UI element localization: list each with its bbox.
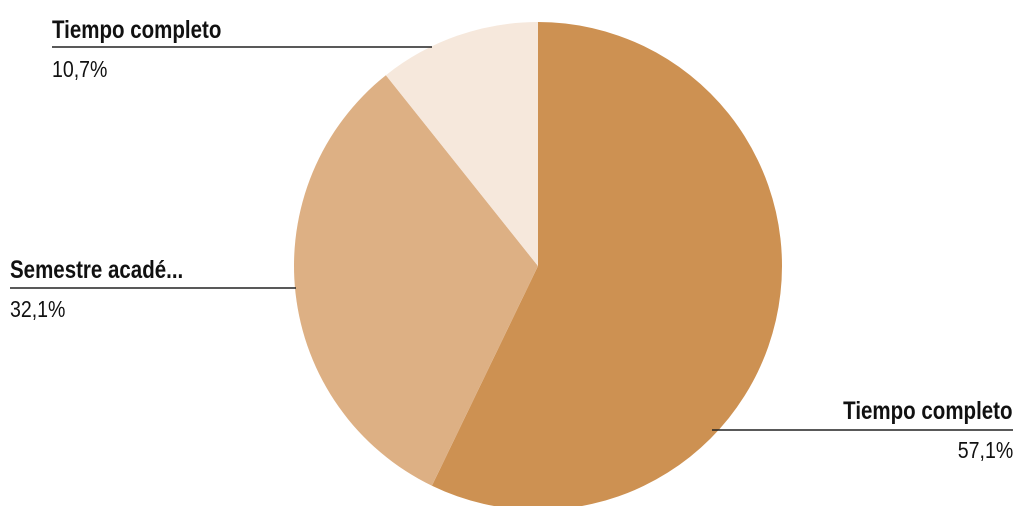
slice-value-semestre-academico: 32,1%	[10, 296, 66, 322]
pie-slice-tiempo-completo-major	[431, 22, 782, 506]
pie-slice-tiempo-completo-minor	[385, 22, 538, 266]
slice-label-semestre-academico: Semestre acadé...	[10, 256, 184, 284]
slice-value-tiempo-completo-major: 57,1%	[957, 437, 1013, 463]
pie-slice-semestre-academico	[293, 75, 538, 486]
slice-value-tiempo-completo-minor: 10,7%	[52, 56, 108, 82]
slice-label-tiempo-completo-major: Tiempo completo	[843, 397, 1013, 425]
slice-label-tiempo-completo-minor: Tiempo completo	[52, 16, 222, 44]
